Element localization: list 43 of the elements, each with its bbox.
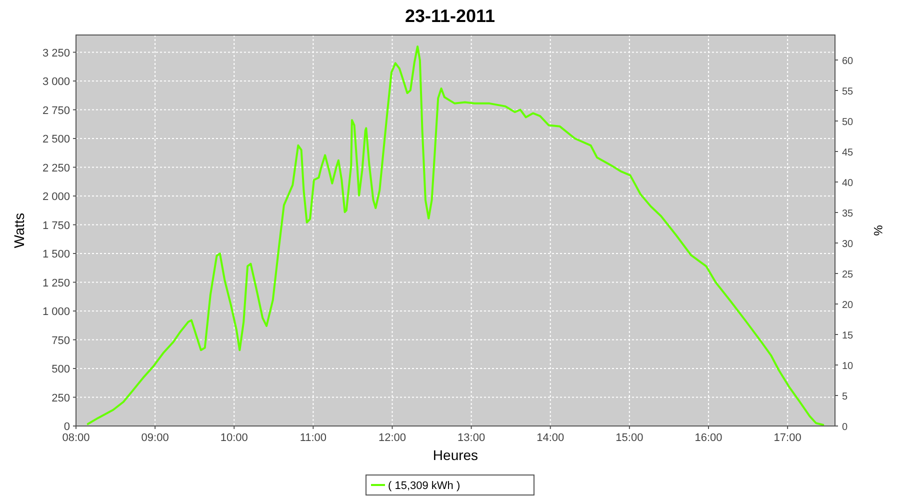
y-tick-label: 500 bbox=[52, 364, 70, 376]
x-tick-label: 09:00 bbox=[141, 432, 169, 444]
x-tick-label: 08:00 bbox=[62, 432, 90, 444]
legend-label: ( 15,309 kWh ) bbox=[388, 480, 460, 492]
y2-tick-label: 40 bbox=[842, 178, 854, 190]
y2-tick-label: 35 bbox=[842, 208, 854, 220]
y-tick-label: 2 000 bbox=[42, 191, 70, 203]
y2-tick-label: 10 bbox=[842, 361, 854, 372]
y2-tick-label: 20 bbox=[842, 300, 854, 312]
y2-tick-label: 55 bbox=[842, 86, 854, 98]
chart-title: 23-11-2011 bbox=[404, 6, 496, 26]
x-tick-label: 16:00 bbox=[694, 432, 722, 444]
y-tick-label: 750 bbox=[52, 334, 70, 347]
x-tick-label: 14:00 bbox=[536, 432, 564, 444]
y-tick-label: 2 250 bbox=[42, 162, 70, 174]
y-tick-label: 250 bbox=[52, 392, 70, 404]
y2-tick-label: 60 bbox=[842, 56, 854, 68]
y-tick-label: 0 bbox=[64, 421, 70, 433]
x-tick-label: 10:00 bbox=[220, 432, 248, 444]
y-tick-label: 3 250 bbox=[42, 47, 70, 60]
y2-tick-label: 0 bbox=[842, 422, 848, 433]
x-tick-label: 13:00 bbox=[458, 432, 486, 444]
y-tick-label: 1 500 bbox=[42, 248, 70, 260]
y-tick-label: 3 000 bbox=[42, 76, 70, 88]
y2-tick-label: 15 bbox=[842, 330, 854, 342]
y-tick-label: 2 500 bbox=[42, 134, 70, 146]
y-tick-label: 1 750 bbox=[42, 220, 70, 232]
x-axis-title: Heures bbox=[432, 447, 478, 463]
y2-tick-label: 25 bbox=[842, 270, 854, 281]
y2-tick-label: 45 bbox=[842, 148, 854, 159]
y-tick-label: 2 750 bbox=[42, 104, 70, 117]
x-tick-label: 11:00 bbox=[300, 432, 327, 444]
y-tick-label: 1 000 bbox=[42, 306, 70, 318]
y2-tick-label: 50 bbox=[842, 117, 854, 128]
x-tick-label: 15:00 bbox=[616, 432, 644, 444]
y2-tick-label: 30 bbox=[842, 239, 854, 250]
y2-axis-title: % bbox=[871, 225, 885, 236]
x-tick-label: 12:00 bbox=[378, 432, 406, 444]
y2-tick-label: 5 bbox=[842, 392, 848, 402]
line-series bbox=[86, 46, 824, 426]
x-tick-label: 17:00 bbox=[774, 432, 802, 444]
y-tick-label: 1 250 bbox=[42, 277, 70, 290]
y-axis-title: Watts bbox=[11, 212, 27, 248]
